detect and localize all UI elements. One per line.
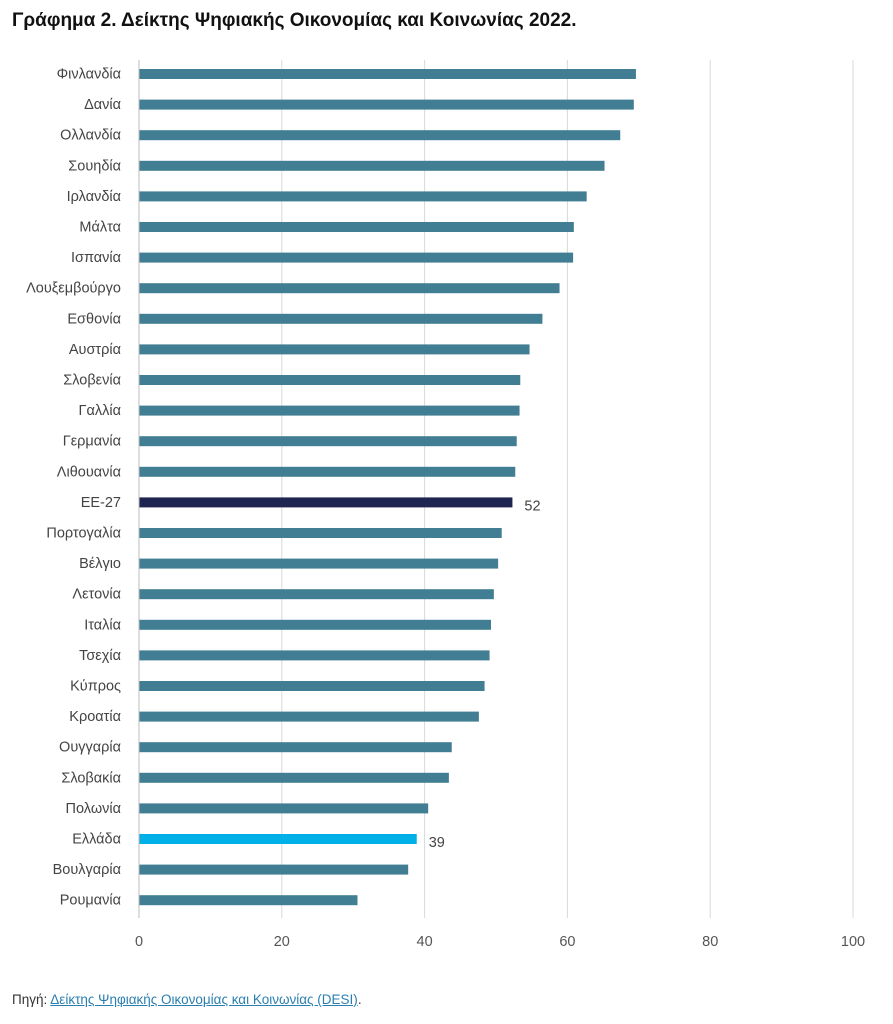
chart-title: Γράφημα 2. Δείκτης Ψηφιακής Οικονομίας κ… [12,10,577,31]
category-label: Τσεχία [79,648,121,664]
category-label: Λιθουανία [57,464,121,480]
bar [139,497,513,508]
bar [139,436,517,447]
category-label: Σουηδία [68,158,121,174]
category-label: Φινλανδία [57,67,121,83]
bar [139,69,636,79]
category-label: Σλοβενία [63,373,121,389]
bar [139,558,499,569]
bar [139,160,605,171]
category-label: Κύπρος [70,679,121,695]
source-suffix: . [357,992,362,1007]
bar [139,589,494,600]
bar [139,711,479,722]
x-tick-label: 40 [417,934,433,950]
category-label: Λουξεμβούργο [26,281,121,297]
category-label: Κροατία [69,709,121,725]
x-tick-label: 20 [274,934,290,950]
data-label: 39 [429,835,445,851]
category-label: Γερμανία [63,434,121,450]
source-prefix: Πηγή: [12,992,51,1007]
bar-chart: 0 20 40 60 80 100 Φινλανδία Δανία Ολλανδία Σουηδί… [26,60,865,950]
category-label: Λετονία [72,587,121,603]
category-label: ΕΕ-27 [81,495,121,511]
category-label: Βέλγιο [79,556,121,572]
bar [139,803,429,814]
bar [139,344,530,355]
x-tick-label: 0 [135,934,143,950]
bar [139,99,634,110]
x-tick-label: 100 [841,934,865,950]
bar [139,619,492,630]
category-label: Ρουμανία [60,893,121,909]
category-label: Εσθονία [67,311,121,327]
category-label: Ολλανδία [60,128,121,144]
category-label: Δανία [84,97,121,113]
category-label: Γαλλία [79,403,121,419]
bar [139,528,502,538]
bar [139,834,417,844]
x-tick-label: 60 [559,934,575,950]
category-label: Αυστρία [69,342,121,358]
bar [139,252,574,263]
source-link[interactable]: Δείκτης Ψηφιακής Οικονομίας και Κοινωνία… [50,992,358,1007]
bar [139,222,574,232]
bar [139,895,358,906]
bar [139,650,490,661]
x-tick-label: 80 [702,934,718,950]
category-label: Ιρλανδία [67,189,121,205]
source-note: Πηγή: Δείκτης Ψηφιακής Οικονομίας και Κο… [12,992,362,1007]
category-label: Βουλγαρία [53,862,121,878]
bar [139,742,452,753]
category-label: Ελλάδα [72,832,121,848]
category-label: Ουγγαρία [59,740,121,756]
data-label: 52 [524,498,540,514]
bar [139,191,587,202]
bar [139,405,520,416]
category-label: Πορτογαλία [46,526,121,542]
bar [139,466,516,477]
bar [139,772,449,783]
category-label: Σλοβακία [61,770,121,786]
bar [139,283,560,294]
bar [139,864,409,875]
category-label: Ισπανία [71,250,121,266]
category-label: Πολωνία [66,801,121,817]
category-label: Ιταλία [84,617,121,633]
category-label: Μάλτα [79,220,121,236]
bar [139,313,543,324]
bar [139,681,485,691]
bar [139,375,521,385]
bar [139,130,621,141]
